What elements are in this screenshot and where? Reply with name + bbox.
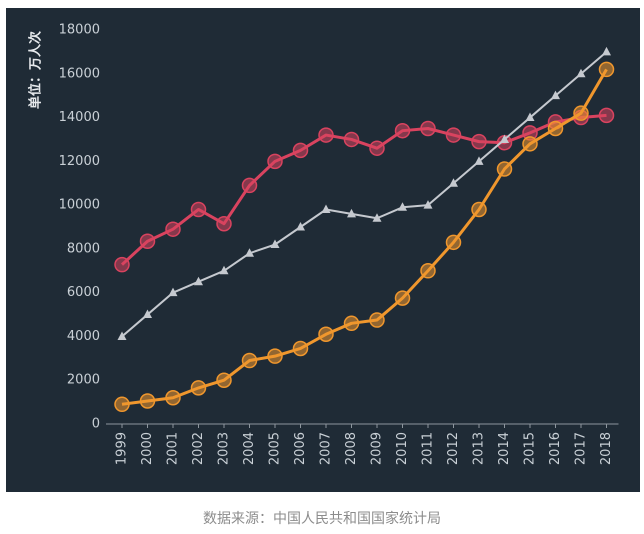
data-point [372,213,382,222]
y-tick-label: 6000 [67,285,100,300]
x-tick-label: 2002 [191,432,206,465]
data-point [445,234,462,251]
data-point [602,46,611,56]
x-tick-label: 2012 [446,432,461,465]
data-point [190,380,207,396]
x-tick-label: 2016 [548,432,563,465]
y-tick-label: 0 [92,417,100,432]
x-tick-label: 2014 [497,432,512,465]
x-tick-label: 2017 [574,432,589,465]
x-tick-label: 2003 [217,432,232,465]
data-point [168,287,178,297]
data-point [318,326,334,343]
chart-panel: 0 2000 4000 6000 8000 10000 12000 14000 16000 180… [6,8,640,492]
x-tick-label: 2013 [472,432,487,465]
data-point [573,105,589,121]
data-point [547,120,564,137]
series-line [121,51,608,338]
data-point [190,201,207,218]
data-point [216,215,232,232]
data-point [292,340,309,357]
data-point [394,122,411,139]
data-point [117,331,127,340]
data-point [598,61,615,78]
y-tick-label: 12000 [59,154,100,169]
y-tick-label: 18000 [59,23,100,38]
data-point [245,248,254,257]
y-tick-label: 10000 [59,198,100,213]
data-point [165,221,181,237]
line-chart: 0 2000 4000 6000 8000 10000 12000 14000 16000 180… [28,23,619,466]
y-tick-label: 16000 [59,66,100,81]
data-point [369,312,385,328]
data-point [241,177,258,194]
x-tick-label: 2008 [344,432,359,465]
data-point [343,315,360,332]
data-point [267,153,283,170]
x-tick-label: 2004 [242,432,257,465]
data-point [267,348,283,364]
x-tick-label: 2018 [599,432,614,465]
data-point [496,161,513,177]
data-point [420,263,436,279]
data-point [423,200,433,209]
data-point [165,389,181,406]
data-point [114,256,130,273]
data-point [216,372,232,388]
data-point [576,68,586,78]
series-3 [114,61,615,413]
data-point [143,309,152,319]
y-axis-label: 单位：万人次 [28,31,44,109]
data-point [318,127,334,143]
data-point [551,90,560,100]
data-point [114,396,130,413]
data-point [219,265,229,275]
data-point [321,204,331,213]
data-point [292,142,309,159]
y-tick-label: 14000 [59,110,100,125]
y-tick-label: 8000 [67,241,100,256]
data-point [194,276,203,286]
data-point [445,127,462,143]
source-note: 数据来源：中国人民共和国国家统计局 [203,511,441,527]
data-point [369,140,385,156]
data-point [343,131,360,148]
series-layer [114,46,615,413]
data-point [296,222,305,231]
data-point [139,393,156,409]
data-point [471,201,487,218]
data-point [522,136,538,152]
x-tick-label: 2015 [523,432,538,465]
data-point [270,239,280,249]
data-point [398,202,407,211]
data-point [449,178,458,187]
x-tick-label: 2010 [395,432,410,465]
x-tick-label: 2000 [140,432,155,465]
data-point [347,208,356,218]
x-tick-label: 2011 [421,432,436,465]
series-1 [114,107,615,273]
data-point [241,352,258,369]
data-point [420,120,436,137]
y-tick-label: 4000 [67,329,100,344]
axes [106,423,619,428]
data-point [139,233,156,249]
x-tick-label: 1999 [115,432,130,465]
x-tick-label: 2007 [319,432,334,465]
x-tick-label: 2006 [293,432,308,465]
data-point [525,112,535,122]
series-line [121,68,608,406]
data-point [500,134,509,143]
series-2 [117,46,611,340]
x-tick-label: 2001 [166,432,181,465]
data-point [474,156,484,165]
data-point [598,107,615,124]
data-point [471,133,487,150]
y-tick-label: 2000 [67,373,100,388]
data-point [394,290,411,306]
tick-labels: 0 2000 4000 6000 8000 10000 12000 14000 16000 180… [59,23,614,466]
x-tick-label: 2005 [268,432,283,465]
x-tick-label: 2009 [370,432,385,465]
